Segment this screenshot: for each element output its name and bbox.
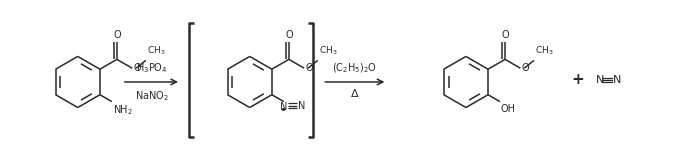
Text: H$_3$PO$_4$: H$_3$PO$_4$ (135, 61, 167, 75)
Text: O: O (521, 63, 529, 73)
Text: N: N (595, 75, 604, 85)
Text: Δ: Δ (351, 89, 359, 99)
Text: N: N (298, 100, 305, 111)
Text: O: O (113, 30, 121, 40)
Text: OH: OH (501, 104, 516, 114)
Text: CH$_3$: CH$_3$ (147, 45, 165, 57)
Text: N: N (280, 102, 287, 112)
Text: CH$_3$: CH$_3$ (319, 45, 337, 57)
Text: NaNO$_2$: NaNO$_2$ (135, 89, 169, 103)
Text: N: N (613, 75, 622, 85)
Text: O: O (305, 63, 313, 73)
Text: (C$_2$H$_5$)$_2$O: (C$_2$H$_5$)$_2$O (332, 61, 378, 75)
Text: O: O (133, 63, 141, 73)
Text: O: O (285, 30, 293, 40)
Text: NH$_2$: NH$_2$ (113, 104, 133, 117)
Text: CH$_3$: CH$_3$ (535, 45, 554, 57)
Text: +: + (572, 72, 584, 88)
Text: O: O (501, 30, 509, 40)
